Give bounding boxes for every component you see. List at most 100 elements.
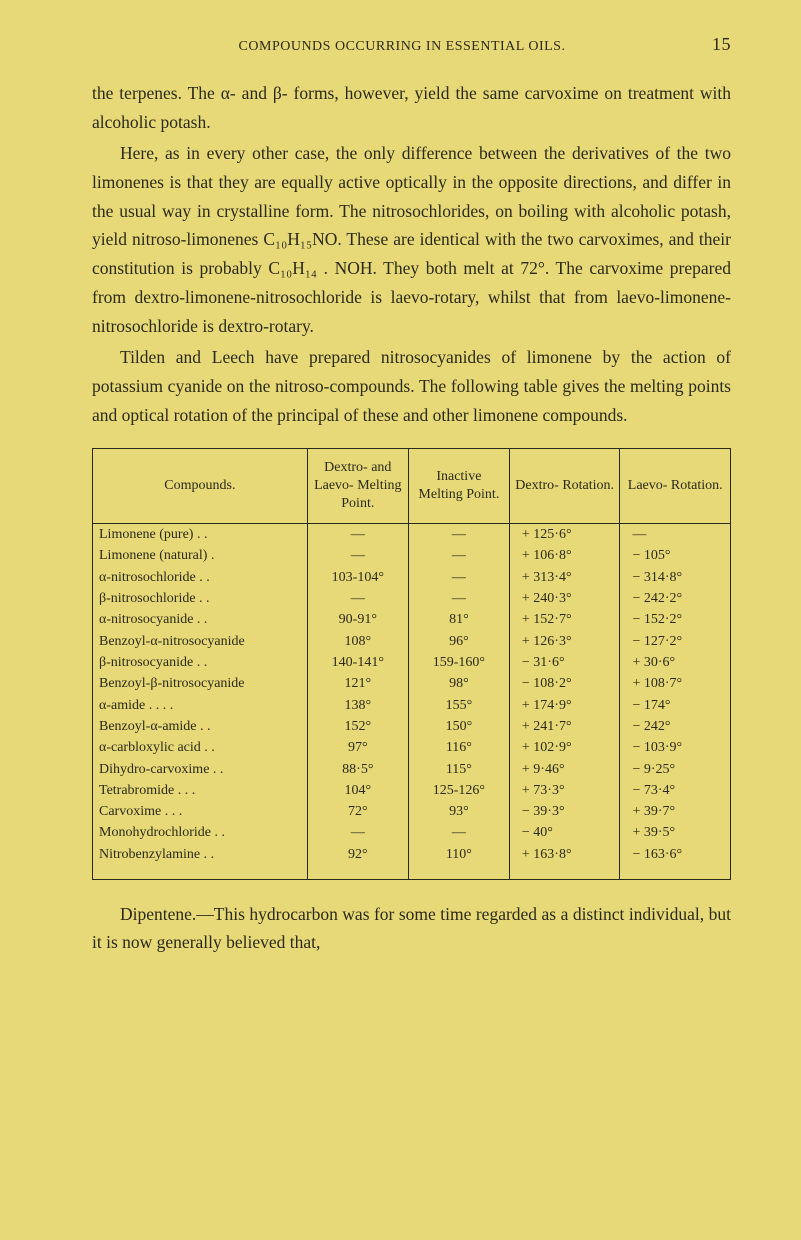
- cell-im: —: [408, 567, 509, 588]
- table-bottom-pad: [93, 865, 731, 879]
- cell-dr: + 240·3°: [509, 588, 620, 609]
- cell-name: Carvoxime . . .: [93, 801, 308, 822]
- cell-dr: − 39·3°: [509, 801, 620, 822]
- table-header-row: Compounds. Dextro- and Laevo- Melting Po…: [93, 448, 731, 524]
- cell-im: —: [408, 822, 509, 843]
- cell-dl: 138°: [307, 695, 408, 716]
- col-inactive-mp: Inactive Melting Point.: [408, 448, 509, 524]
- cell-dl: 104°: [307, 780, 408, 801]
- cell-dr: + 106·8°: [509, 545, 620, 566]
- cell-dr: + 174·9°: [509, 695, 620, 716]
- cell-dr: + 313·4°: [509, 567, 620, 588]
- cell-lr: − 73·4°: [620, 780, 731, 801]
- cell-lr: − 242°: [620, 716, 731, 737]
- cell-dl: —: [307, 588, 408, 609]
- table-row: Benzoyl-α-amide . .152°150°+ 241·7°− 242…: [93, 716, 731, 737]
- cell-dl: —: [307, 545, 408, 566]
- cell-dr: − 40°: [509, 822, 620, 843]
- cell-dl: 92°: [307, 844, 408, 865]
- cell-im: —: [408, 588, 509, 609]
- col-dextro-rotation: Dextro- Rotation.: [509, 448, 620, 524]
- cell-dr: + 241·7°: [509, 716, 620, 737]
- cell-name: Tetrabromide . . .: [93, 780, 308, 801]
- cell-lr: —: [620, 524, 731, 546]
- table-row: α-nitrosochloride . .103-104°—+ 313·4°− …: [93, 567, 731, 588]
- table-row: Nitrobenzylamine . .92°110°+ 163·8°− 163…: [93, 844, 731, 865]
- cell-dr: + 102·9°: [509, 737, 620, 758]
- cell-lr: + 108·7°: [620, 673, 731, 694]
- cell-im: 155°: [408, 695, 509, 716]
- cell-im: 150°: [408, 716, 509, 737]
- cell-name: Limonene (pure) . .: [93, 524, 308, 546]
- cell-dl: 152°: [307, 716, 408, 737]
- cell-name: α-carbloxylic acid . .: [93, 737, 308, 758]
- table-row: Dihydro-carvoxime . .88·5°115°+ 9·46°− 9…: [93, 759, 731, 780]
- col-dextro-laevo-mp: Dextro- and Laevo- Melting Point.: [307, 448, 408, 524]
- col-compounds: Compounds.: [93, 448, 308, 524]
- cell-lr: − 152·2°: [620, 609, 731, 630]
- page: COMPOUNDS OCCURRING IN ESSENTIAL OILS. 1…: [0, 0, 801, 1240]
- table-row: Benzoyl-β-nitrosocyanide121°98°− 108·2°+…: [93, 673, 731, 694]
- cell-name: Benzoyl-α-nitrosocyanide: [93, 631, 308, 652]
- compounds-table: Compounds. Dextro- and Laevo- Melting Po…: [92, 448, 731, 880]
- cell-name: Nitrobenzylamine . .: [93, 844, 308, 865]
- table-row: Carvoxime . . .72°93°− 39·3°+ 39·7°: [93, 801, 731, 822]
- col-laevo-rotation: Laevo- Rotation.: [620, 448, 731, 524]
- cell-lr: − 163·6°: [620, 844, 731, 865]
- cell-name: α-nitrosochloride . .: [93, 567, 308, 588]
- cell-lr: − 242·2°: [620, 588, 731, 609]
- running-title: COMPOUNDS OCCURRING IN ESSENTIAL OILS.: [92, 39, 712, 55]
- cell-dl: 140-141°: [307, 652, 408, 673]
- cell-lr: − 174°: [620, 695, 731, 716]
- cell-im: 96°: [408, 631, 509, 652]
- cell-dr: − 31·6°: [509, 652, 620, 673]
- cell-lr: − 103·9°: [620, 737, 731, 758]
- cell-dr: + 73·3°: [509, 780, 620, 801]
- cell-name: Monohydrochloride . .: [93, 822, 308, 843]
- cell-name: β-nitrosochloride . .: [93, 588, 308, 609]
- table-row: Benzoyl-α-nitrosocyanide108°96°+ 126·3°−…: [93, 631, 731, 652]
- cell-lr: − 314·8°: [620, 567, 731, 588]
- cell-dl: 72°: [307, 801, 408, 822]
- cell-name: Benzoyl-β-nitrosocyanide: [93, 673, 308, 694]
- cell-im: 125-126°: [408, 780, 509, 801]
- cell-im: —: [408, 545, 509, 566]
- cell-lr: − 9·25°: [620, 759, 731, 780]
- paragraph-4: Dipentene.—This hydrocarbon was for some…: [92, 900, 731, 958]
- cell-dl: 108°: [307, 631, 408, 652]
- table-row: α-amide . . . .138°155°+ 174·9°− 174°: [93, 695, 731, 716]
- page-number: 15: [712, 34, 731, 55]
- cell-dl: 97°: [307, 737, 408, 758]
- cell-name: Dihydro-carvoxime . .: [93, 759, 308, 780]
- cell-name: β-nitrosocyanide . .: [93, 652, 308, 673]
- cell-dr: + 9·46°: [509, 759, 620, 780]
- table-body: Limonene (pure) . .——+ 125·6°— Limonene …: [93, 524, 731, 880]
- cell-dr: + 163·8°: [509, 844, 620, 865]
- paragraph-2: Here, as in every other case, the only d…: [92, 139, 731, 341]
- cell-name: Limonene (natural) .: [93, 545, 308, 566]
- cell-dr: + 152·7°: [509, 609, 620, 630]
- cell-im: 115°: [408, 759, 509, 780]
- cell-name: Benzoyl-α-amide . .: [93, 716, 308, 737]
- cell-im: 116°: [408, 737, 509, 758]
- cell-dl: 90-91°: [307, 609, 408, 630]
- cell-name: α-nitrosocyanide . .: [93, 609, 308, 630]
- table-row: β-nitrosocyanide . .140-141°159-160°− 31…: [93, 652, 731, 673]
- cell-name: α-amide . . . .: [93, 695, 308, 716]
- cell-dl: 103-104°: [307, 567, 408, 588]
- table-row: α-nitrosocyanide . .90-91°81°+ 152·7°− 1…: [93, 609, 731, 630]
- cell-lr: + 39·7°: [620, 801, 731, 822]
- paragraph-3: Tilden and Leech have prepared nitrosocy…: [92, 343, 731, 430]
- cell-im: 81°: [408, 609, 509, 630]
- cell-im: 98°: [408, 673, 509, 694]
- cell-dr: + 126·3°: [509, 631, 620, 652]
- table-row: Limonene (pure) . .——+ 125·6°—: [93, 524, 731, 546]
- cell-dr: − 108·2°: [509, 673, 620, 694]
- cell-im: —: [408, 524, 509, 546]
- table-row: β-nitrosochloride . .——+ 240·3°− 242·2°: [93, 588, 731, 609]
- table-row: Tetrabromide . . .104°125-126°+ 73·3°− 7…: [93, 780, 731, 801]
- cell-dl: —: [307, 822, 408, 843]
- running-head: COMPOUNDS OCCURRING IN ESSENTIAL OILS. 1…: [92, 34, 731, 55]
- cell-dl: —: [307, 524, 408, 546]
- cell-lr: + 39·5°: [620, 822, 731, 843]
